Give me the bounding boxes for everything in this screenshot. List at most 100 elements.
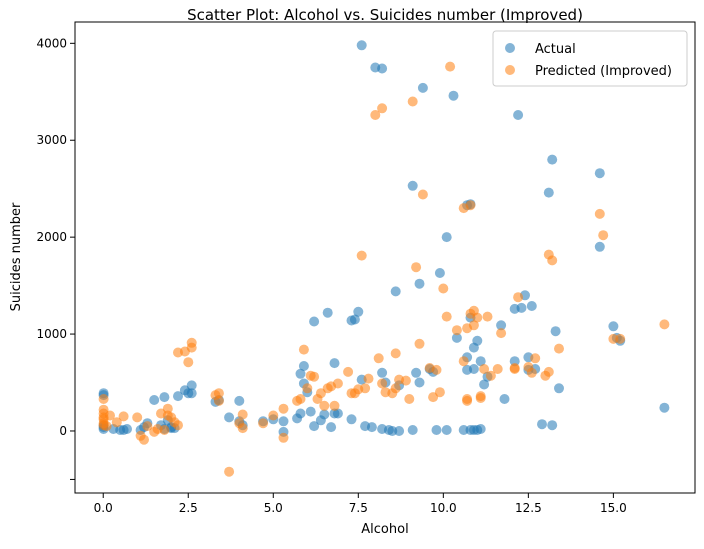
- legend-label-actual: Actual: [535, 42, 576, 57]
- point-predicted-97: [485, 370, 496, 381]
- point-predicted-110: [554, 343, 564, 354]
- point-actual-49: [329, 358, 340, 369]
- point-actual-114: [550, 326, 561, 337]
- point-predicted-8: [105, 410, 115, 421]
- legend-label-predicted: Predicted (Improved): [535, 64, 672, 79]
- point-actual-43: [309, 316, 320, 327]
- point-predicted-74: [417, 189, 428, 200]
- point-actual-42: [309, 421, 320, 432]
- point-predicted-32: [224, 466, 235, 477]
- point-predicted-77: [431, 364, 442, 375]
- point-predicted-41: [295, 394, 306, 404]
- point-actual-52: [346, 414, 357, 425]
- point-predicted-14: [142, 421, 153, 432]
- x-tick-label: 5.0: [264, 501, 283, 515]
- point-actual-74: [417, 82, 428, 93]
- point-actual-15: [159, 392, 170, 403]
- point-predicted-9: [111, 417, 122, 428]
- y-tick-label: 1000: [36, 327, 67, 341]
- point-predicted-51: [329, 400, 340, 411]
- point-actual-23: [186, 380, 197, 391]
- point-predicted-88: [465, 200, 476, 211]
- point-actual-33: [278, 416, 289, 427]
- legend-marker-predicted: [505, 65, 515, 75]
- point-actual-47: [326, 422, 337, 433]
- point-actual-97: [479, 379, 490, 390]
- point-predicted-34: [237, 409, 248, 420]
- point-predicted-59: [363, 373, 374, 384]
- point-predicted-94: [475, 391, 486, 402]
- point-predicted-115: [659, 319, 670, 330]
- point-predicted-13: [139, 434, 149, 445]
- point-actual-118: [608, 321, 619, 332]
- point-predicted-96: [482, 311, 493, 322]
- point-predicted-91: [468, 320, 479, 331]
- y-tick-label: 0: [59, 424, 67, 438]
- point-actual-113: [547, 420, 558, 431]
- point-actual-61: [377, 367, 388, 378]
- point-actual-8: [122, 424, 132, 434]
- point-predicted-95: [479, 364, 490, 374]
- point-actual-24: [186, 388, 197, 399]
- point-predicted-80: [441, 311, 452, 322]
- point-actual-103: [513, 110, 524, 120]
- legend-marker-actual: [505, 43, 515, 53]
- point-actual-28: [234, 395, 245, 406]
- point-actual-99: [496, 320, 507, 331]
- point-predicted-78: [434, 387, 445, 398]
- point-predicted-114: [615, 333, 626, 344]
- point-actual-111: [543, 187, 554, 198]
- y-tick-label: 4000: [36, 36, 67, 50]
- point-predicted-109: [547, 255, 558, 266]
- x-axis-label: Alcohol: [361, 522, 408, 537]
- point-actual-117: [594, 168, 605, 179]
- x-tick-label: 0.0: [94, 501, 113, 515]
- point-actual-121: [659, 402, 670, 413]
- data-points: [98, 40, 670, 477]
- point-predicted-102: [513, 292, 524, 303]
- point-actual-108: [526, 301, 537, 311]
- plot-area: [74, 21, 696, 494]
- point-predicted-7: [101, 421, 112, 432]
- y-tick-label: 2000: [36, 230, 67, 244]
- point-predicted-26: [183, 357, 194, 368]
- x-tick-label: 10.0: [430, 501, 457, 515]
- x-tick-label: 2.5: [179, 501, 198, 515]
- point-actual-38: [298, 361, 309, 371]
- point-actual-12: [149, 395, 160, 405]
- point-actual-46: [322, 307, 333, 318]
- point-actual-116: [594, 241, 605, 252]
- point-predicted-98: [492, 364, 503, 374]
- point-predicted-73: [414, 338, 425, 349]
- legend: Actual Predicted (Improved): [492, 30, 688, 87]
- point-actual-77: [431, 425, 442, 435]
- point-predicted-23: [173, 420, 183, 431]
- point-actual-95: [475, 424, 486, 434]
- point-predicted-28: [186, 337, 197, 348]
- point-predicted-60: [370, 110, 381, 120]
- point-actual-73: [414, 377, 425, 388]
- point-actual-96: [475, 356, 486, 367]
- point-predicted-58: [360, 383, 371, 394]
- point-predicted-61: [373, 353, 384, 364]
- point-predicted-0: [98, 394, 109, 404]
- point-predicted-71: [407, 96, 418, 107]
- point-predicted-43: [302, 383, 313, 394]
- legend-box: [492, 30, 688, 87]
- point-predicted-52: [332, 378, 343, 389]
- point-predicted-107: [543, 366, 554, 377]
- point-predicted-53: [343, 366, 354, 377]
- y-axis: 0 1000 2000 3000 4000: [36, 36, 75, 480]
- point-predicted-48: [319, 400, 330, 411]
- point-actual-81: [448, 90, 459, 101]
- point-predicted-31: [213, 395, 224, 406]
- point-actual-62: [377, 63, 388, 74]
- point-predicted-82: [451, 325, 462, 336]
- point-actual-20: [173, 391, 183, 402]
- point-actual-54: [353, 306, 364, 317]
- point-predicted-37: [268, 410, 279, 421]
- point-predicted-112: [598, 230, 609, 241]
- chart-title: Scatter Plot: Alcohol vs. Suicides numbe…: [187, 6, 583, 24]
- point-predicted-45: [309, 371, 320, 382]
